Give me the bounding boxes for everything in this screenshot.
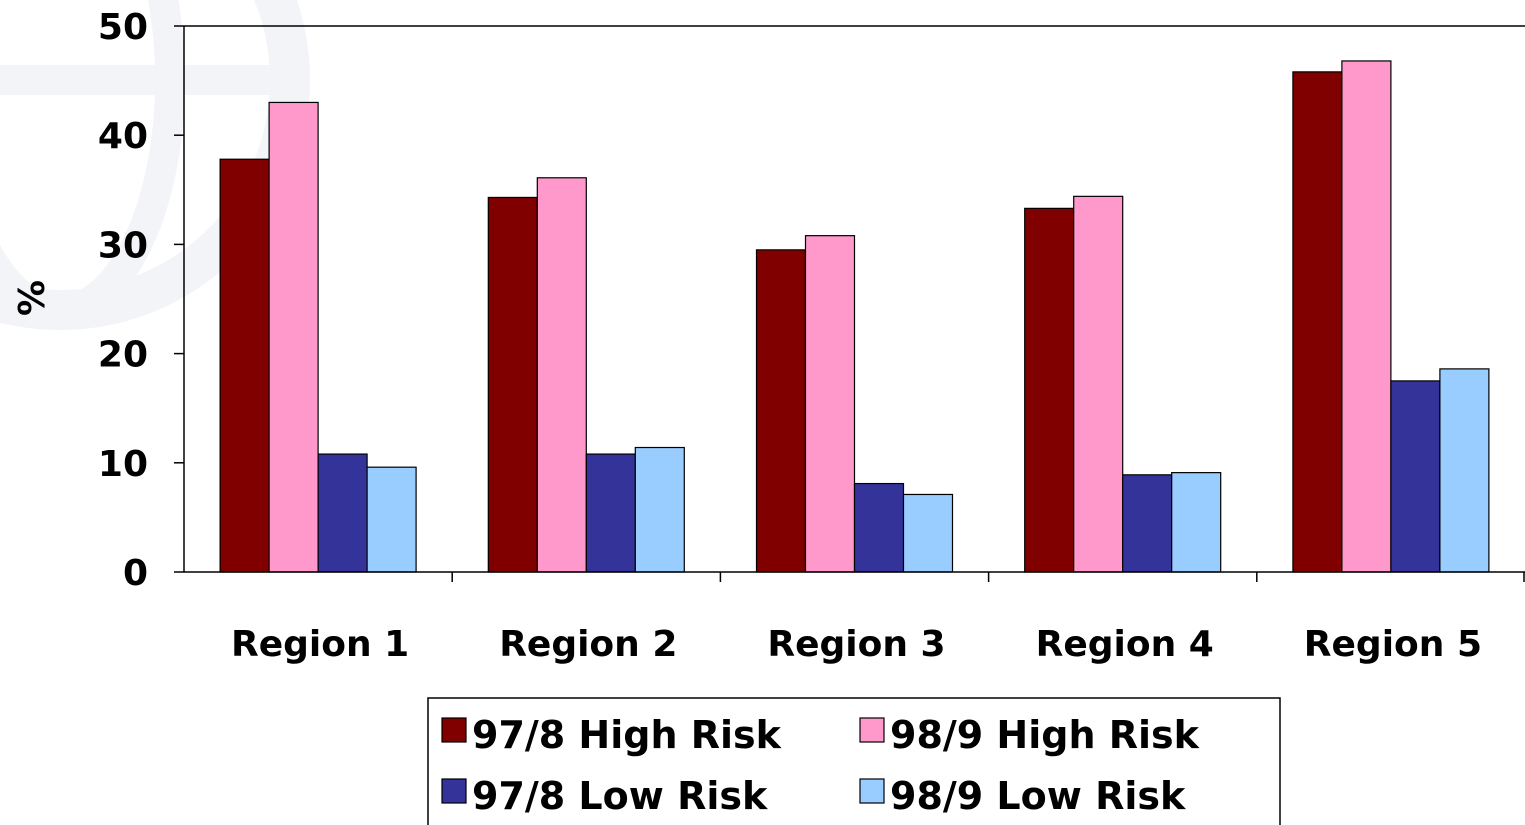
y-tick-label: 10 bbox=[98, 444, 148, 485]
x-category-label: Region 4 bbox=[1036, 624, 1214, 665]
legend-swatch bbox=[859, 778, 885, 804]
x-category-label: Region 5 bbox=[1304, 624, 1482, 665]
y-axis-label: % bbox=[12, 280, 53, 316]
bar bbox=[487, 196, 538, 573]
legend-entry-label: 98/9 Low Risk bbox=[890, 774, 1186, 818]
bar bbox=[634, 446, 685, 573]
y-tick-label: 30 bbox=[98, 225, 148, 266]
y-tick-label: 0 bbox=[123, 553, 148, 594]
bar bbox=[755, 249, 807, 573]
x-category-label: Region 1 bbox=[231, 624, 409, 665]
bar bbox=[536, 177, 587, 573]
bar bbox=[1073, 195, 1124, 573]
bar bbox=[1390, 380, 1441, 573]
bar bbox=[268, 101, 319, 573]
bar bbox=[1171, 472, 1222, 573]
bar bbox=[585, 453, 636, 573]
globe-watermark-icon bbox=[0, 0, 310, 330]
legend-entry-label: 97/8 Low Risk bbox=[472, 774, 768, 818]
bar bbox=[366, 466, 417, 573]
bar bbox=[1122, 474, 1173, 573]
bar bbox=[1439, 368, 1490, 573]
y-tick-label: 20 bbox=[98, 335, 148, 376]
legend-swatch bbox=[441, 778, 467, 804]
legend-swatch bbox=[859, 717, 885, 743]
bar bbox=[317, 453, 368, 573]
y-tick-label: 50 bbox=[98, 7, 148, 48]
legend-swatch bbox=[441, 717, 467, 743]
bar bbox=[1024, 207, 1075, 573]
bar bbox=[1292, 71, 1343, 573]
x-category-label: Region 2 bbox=[499, 624, 677, 665]
bar bbox=[853, 482, 905, 573]
legend-entry-label: 97/8 High Risk bbox=[472, 713, 782, 757]
y-tick-label: 40 bbox=[98, 116, 148, 157]
bar bbox=[902, 493, 954, 573]
legend-entry-label: 98/9 High Risk bbox=[890, 713, 1200, 757]
bar bbox=[804, 235, 856, 573]
bar bbox=[1341, 60, 1392, 573]
x-category-label: Region 3 bbox=[767, 624, 945, 665]
legend-box bbox=[427, 697, 1281, 825]
bar bbox=[219, 158, 270, 573]
